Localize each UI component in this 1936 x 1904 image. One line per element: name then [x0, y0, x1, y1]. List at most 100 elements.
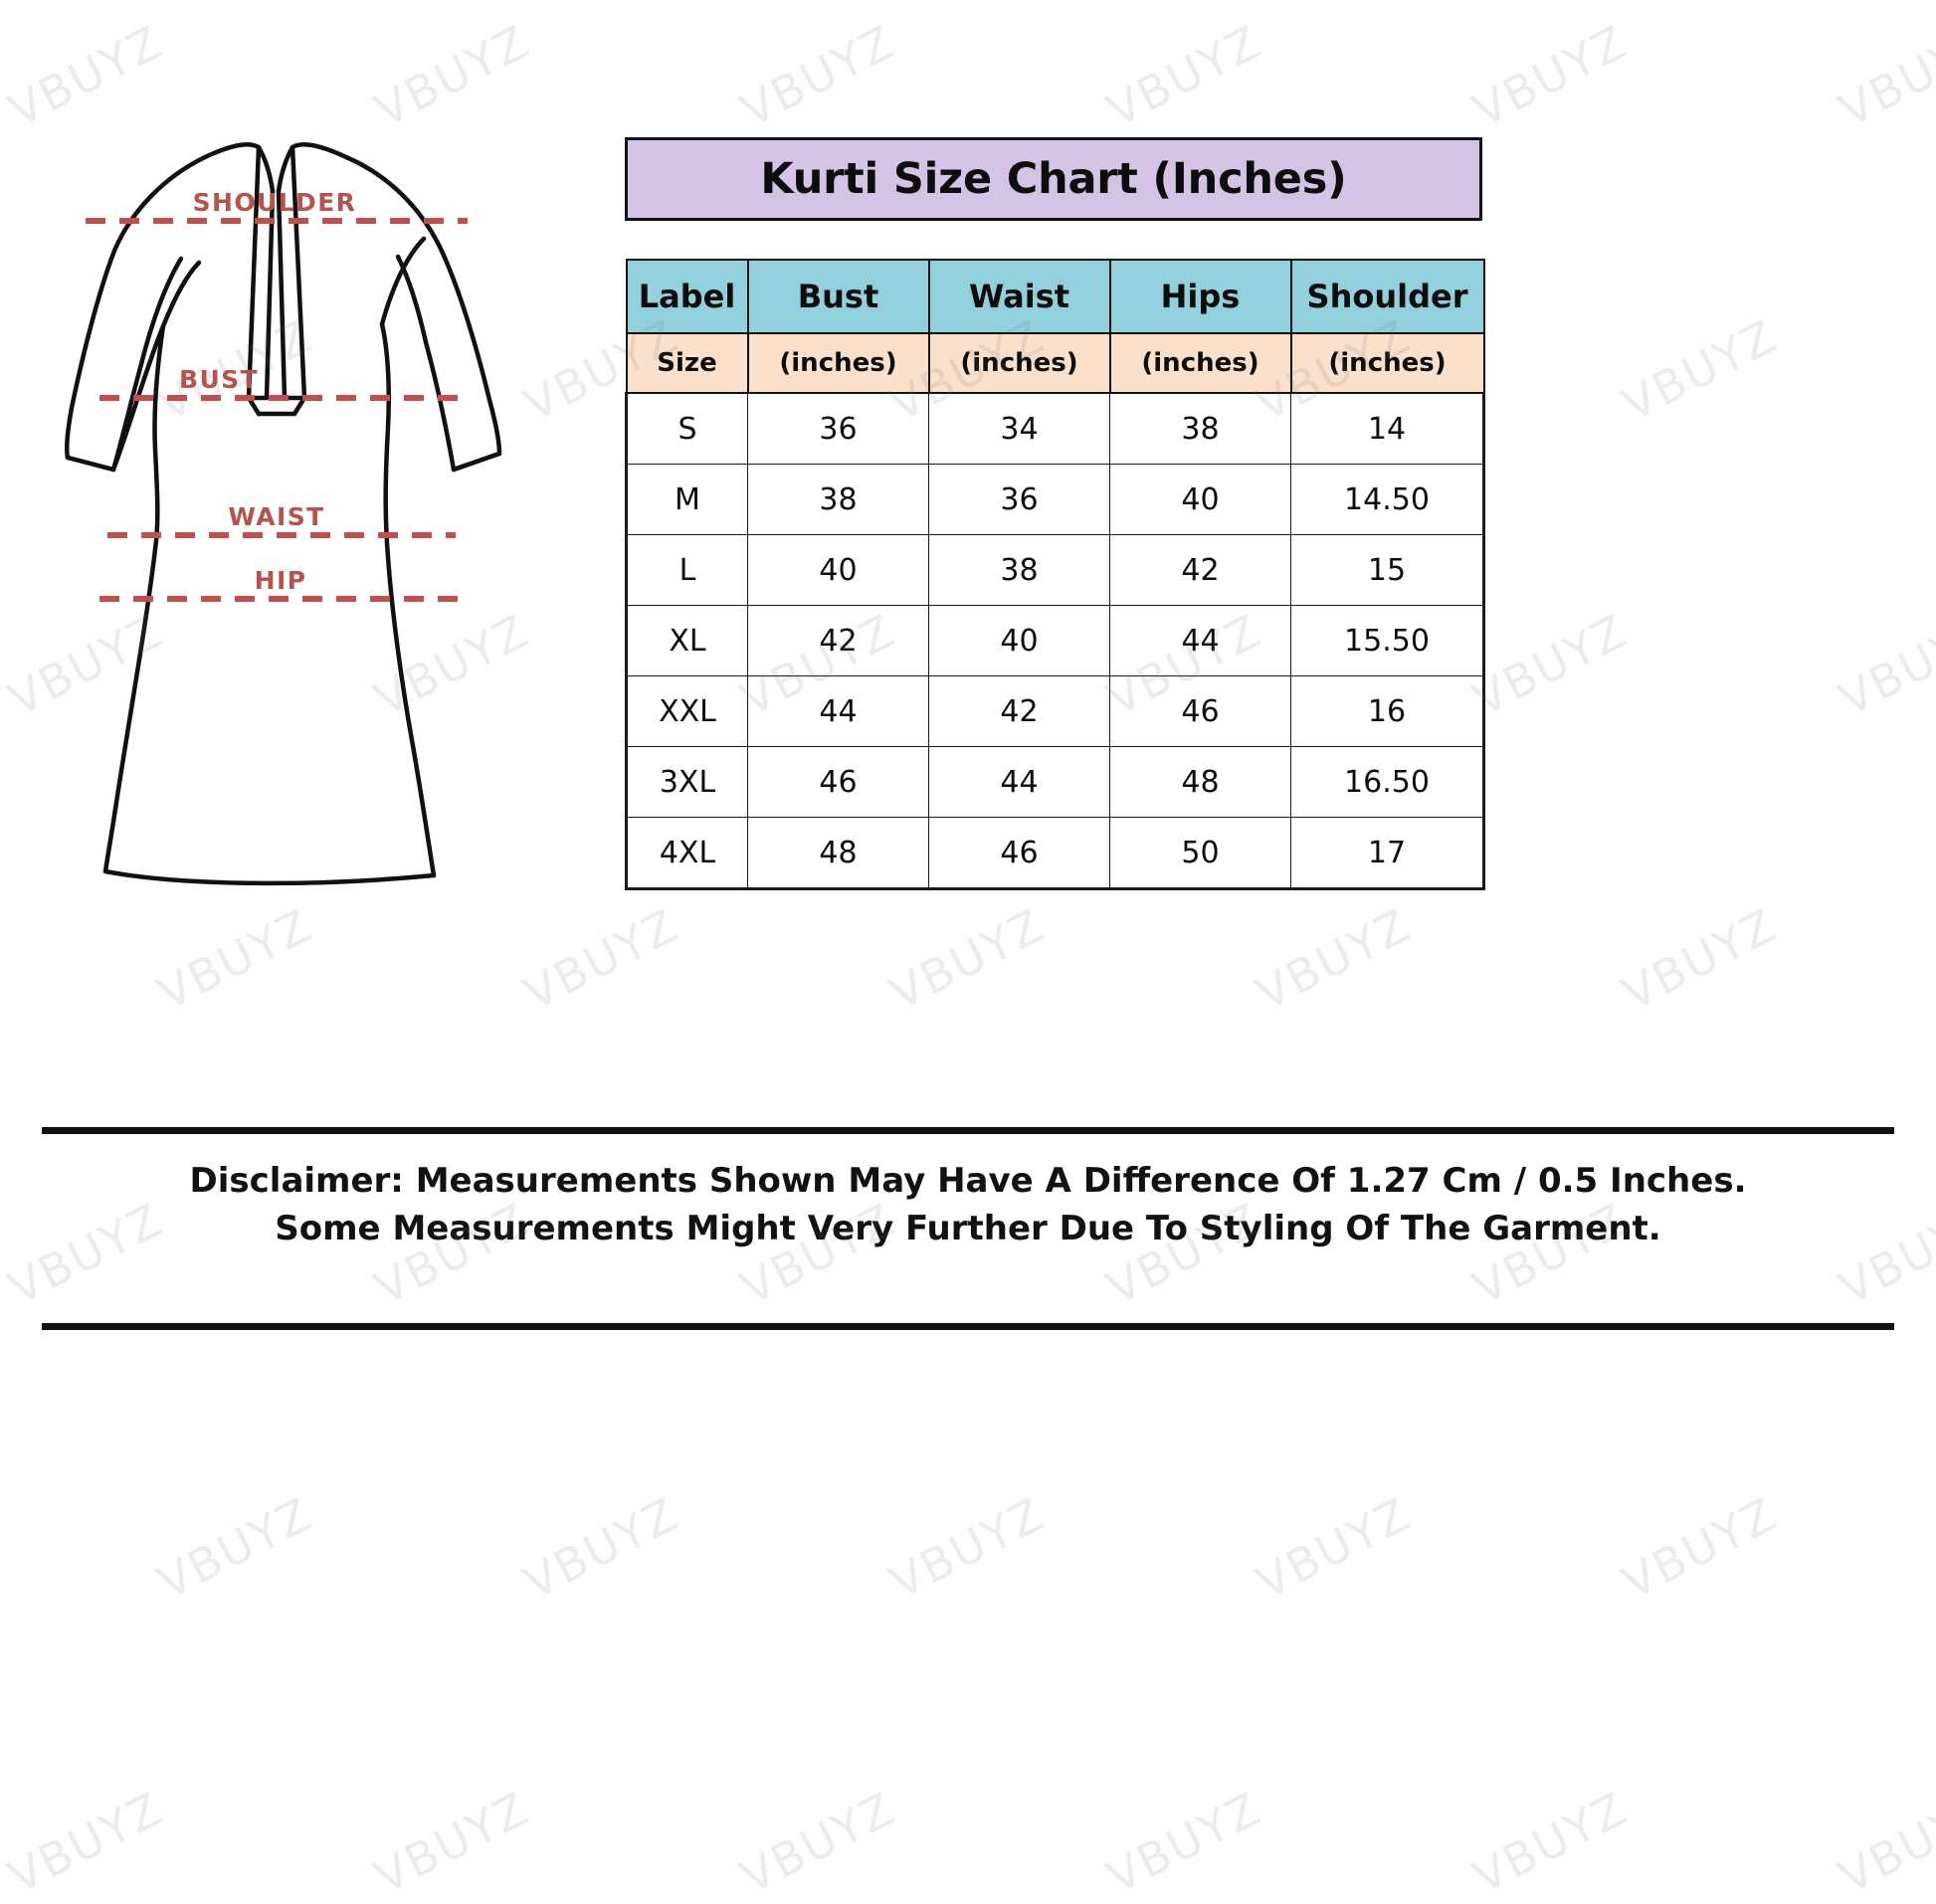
watermark-text: VBUYZ: [881, 1486, 1054, 1611]
cell-size: XXL: [625, 675, 748, 747]
table-row: XXL 44 42 46 16: [625, 675, 1485, 747]
watermark-text: VBUYZ: [1098, 14, 1270, 138]
unit-shoulder: (inches): [1289, 333, 1485, 394]
cell-shoulder: 16.50: [1290, 746, 1485, 818]
left-shoulder-edge: [202, 142, 262, 160]
cell-size: S: [625, 392, 748, 465]
cell-waist: 36: [928, 464, 1110, 535]
cell-shoulder: 14.50: [1290, 464, 1485, 535]
cell-size: 4XL: [625, 817, 748, 890]
watermark-text: VBUYZ: [1831, 14, 1936, 138]
watermark-text: VBUYZ: [732, 1781, 904, 1904]
cell-size: XL: [625, 605, 748, 676]
header-waist: Waist: [927, 259, 1111, 334]
table-row: 4XL 48 46 50 17: [625, 817, 1485, 890]
divider-top: [42, 1127, 1894, 1134]
waist-label: WAIST: [228, 502, 324, 531]
disclaimer-line-1: Disclaimer: Measurements Shown May Have …: [189, 1161, 1747, 1201]
table-row: M 38 36 40 14.50: [625, 464, 1485, 535]
hem-line: [102, 868, 437, 886]
header-hips: Hips: [1108, 259, 1292, 334]
placket-right-inner: [276, 188, 288, 401]
cell-bust: 40: [747, 534, 929, 606]
watermark-text: VBUYZ: [149, 897, 321, 1022]
placket-left-inner: [264, 188, 276, 401]
shoulder-label: SHOULDER: [193, 188, 357, 217]
watermark-text: VBUYZ: [515, 897, 687, 1022]
cell-hips: 38: [1109, 392, 1291, 465]
disclaimer-line-2: Some Measurements Might Very Further Due…: [275, 1209, 1661, 1249]
watermark-text: VBUYZ: [1464, 603, 1637, 727]
cell-waist: 46: [928, 817, 1110, 890]
kurti-technical-drawing: SHOULDER BUST WAIST HIP: [64, 142, 502, 886]
chart-title-banner: Kurti Size Chart (Inches): [625, 137, 1482, 221]
left-sleeve-outline: [64, 154, 208, 473]
divider-bottom: [42, 1323, 1894, 1330]
left-cuff: [65, 455, 116, 473]
watermark-text: VBUYZ: [515, 1486, 687, 1611]
cell-hips: 44: [1109, 605, 1291, 676]
hip-label: HIP: [255, 566, 307, 595]
unit-bust: (inches): [746, 333, 930, 394]
cell-waist: 44: [928, 746, 1110, 818]
watermark-text: VBUYZ: [732, 14, 904, 138]
right-cuff-seam: [395, 254, 457, 473]
unit-waist: (inches): [927, 333, 1111, 394]
watermark-text: VBUYZ: [881, 897, 1054, 1022]
watermark-text: VBUYZ: [149, 1486, 321, 1611]
cell-waist: 42: [928, 675, 1110, 747]
table-row: L 40 38 42 15: [625, 534, 1485, 606]
right-sleeve-outline: [343, 154, 502, 473]
cell-shoulder: 15: [1290, 534, 1485, 606]
cell-waist: 40: [928, 605, 1110, 676]
cell-bust: 44: [747, 675, 929, 747]
cell-size: L: [625, 534, 748, 606]
header-shoulder: Shoulder: [1289, 259, 1485, 334]
cell-size: M: [625, 464, 748, 535]
cell-shoulder: 16: [1290, 675, 1485, 747]
cell-bust: 42: [747, 605, 929, 676]
cell-bust: 46: [747, 746, 929, 818]
cell-bust: 36: [747, 392, 929, 465]
cell-waist: 38: [928, 534, 1110, 606]
cell-hips: 42: [1109, 534, 1291, 606]
watermark-text: VBUYZ: [0, 1781, 172, 1904]
cell-waist: 34: [928, 392, 1110, 465]
left-sleeve-inner-seam: [110, 260, 202, 473]
cell-hips: 46: [1109, 675, 1291, 747]
watermark-text: VBUYZ: [1098, 1781, 1270, 1904]
garment-illustration-panel: SHOULDER BUST WAIST HIP: [60, 99, 577, 895]
header-bust: Bust: [746, 259, 930, 334]
table-header-row: Label Bust Waist Hips Shoulder: [625, 259, 1485, 334]
right-body-outline: [379, 321, 437, 878]
table-unit-row: Size (inches) (inches) (inches) (inches): [625, 333, 1485, 394]
watermark-text: VBUYZ: [1831, 1781, 1936, 1904]
cell-shoulder: 14: [1290, 392, 1485, 465]
watermark-text: VBUYZ: [1464, 14, 1637, 138]
watermark-text: VBUYZ: [1464, 1781, 1637, 1904]
watermark-text: VBUYZ: [1614, 897, 1786, 1022]
cell-hips: 48: [1109, 746, 1291, 818]
watermark-text: VBUYZ: [1248, 1486, 1420, 1611]
bust-label: BUST: [179, 365, 259, 394]
left-neck-edge: [256, 144, 276, 194]
header-label: Label: [625, 259, 749, 334]
left-body-outline: [102, 323, 166, 874]
watermark-text: VBUYZ: [366, 1781, 538, 1904]
table-row: XL 42 40 44 15.50: [625, 605, 1485, 676]
cell-shoulder: 15.50: [1290, 605, 1485, 676]
cell-bust: 38: [747, 464, 929, 535]
right-cuff: [451, 451, 502, 473]
watermark-text: VBUYZ: [1248, 897, 1420, 1022]
size-chart-table: Label Bust Waist Hips Shoulder Size (inc…: [625, 259, 1485, 890]
watermark-text: VBUYZ: [1831, 603, 1936, 727]
right-shoulder-edge: [290, 142, 349, 160]
cell-hips: 50: [1109, 817, 1291, 890]
cell-size: 3XL: [625, 746, 748, 818]
cell-shoulder: 17: [1290, 817, 1485, 890]
watermark-text: VBUYZ: [1614, 1486, 1786, 1611]
page-title: Kurti Size Chart (Inches): [760, 154, 1347, 204]
size-chart-panel: Kurti Size Chart (Inches) Label Bust Wai…: [625, 137, 1485, 890]
right-neck-edge: [276, 144, 295, 194]
table-row: 3XL 46 44 48 16.50: [625, 746, 1485, 818]
